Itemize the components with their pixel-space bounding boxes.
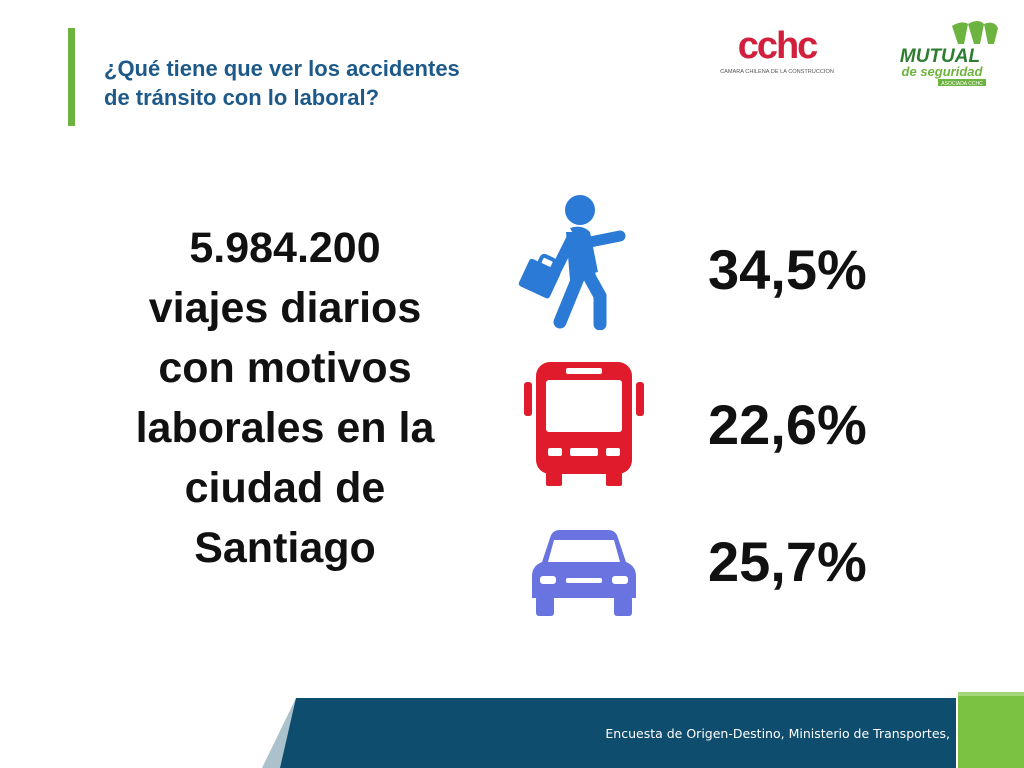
mutual-logo-line-3: ASOCIADA CCHC (941, 81, 983, 87)
headline-line-2: viajes diarios (148, 284, 422, 332)
car-icon (532, 530, 636, 616)
page-title-line-1: ¿Qué tiene que ver los accidentes (104, 56, 460, 81)
page-title-line-2: de tránsito con lo laboral? (104, 85, 380, 110)
headline-line-5: ciudad de (184, 464, 386, 512)
cchc-logo-mark: cchc (738, 26, 818, 67)
page-title: ¿Qué tiene que ver los accidentes de trá… (104, 54, 624, 112)
headline-line-6: Santiago (194, 524, 376, 572)
bus-percentage: 22,6% (708, 393, 867, 456)
pedestrian-percentage: 34,5% (708, 238, 867, 301)
cchc-logo-subtitle: CAMARA CHILENA DE LA CONSTRUCCION (720, 69, 834, 75)
car-percentage: 25,7% (708, 530, 867, 593)
bus-icon (524, 362, 644, 486)
footer-band (262, 692, 1024, 768)
title-accent-bar (68, 28, 75, 126)
mutual-logo-line-2: de seguridad (902, 64, 984, 79)
headline-line-4: laborales en la (135, 404, 435, 452)
headline-line-3: con motivos (158, 344, 412, 392)
mutual-logo: MUTUAL de seguridad ASOCIADA CCHC (900, 21, 998, 87)
pedestrian-icon (518, 195, 626, 330)
trips-headline: 5.984.200 viajes diarios con motivos lab… (95, 218, 475, 578)
cchc-logo: cchc CAMARA CHILENA DE LA CONSTRUCCION (720, 26, 834, 75)
headline-line-1: 5.984.200 (189, 224, 381, 272)
mutual-logo-line-1: MUTUAL (900, 46, 980, 67)
source-note: Encuesta de Origen-Destino, Ministerio d… (605, 726, 950, 741)
